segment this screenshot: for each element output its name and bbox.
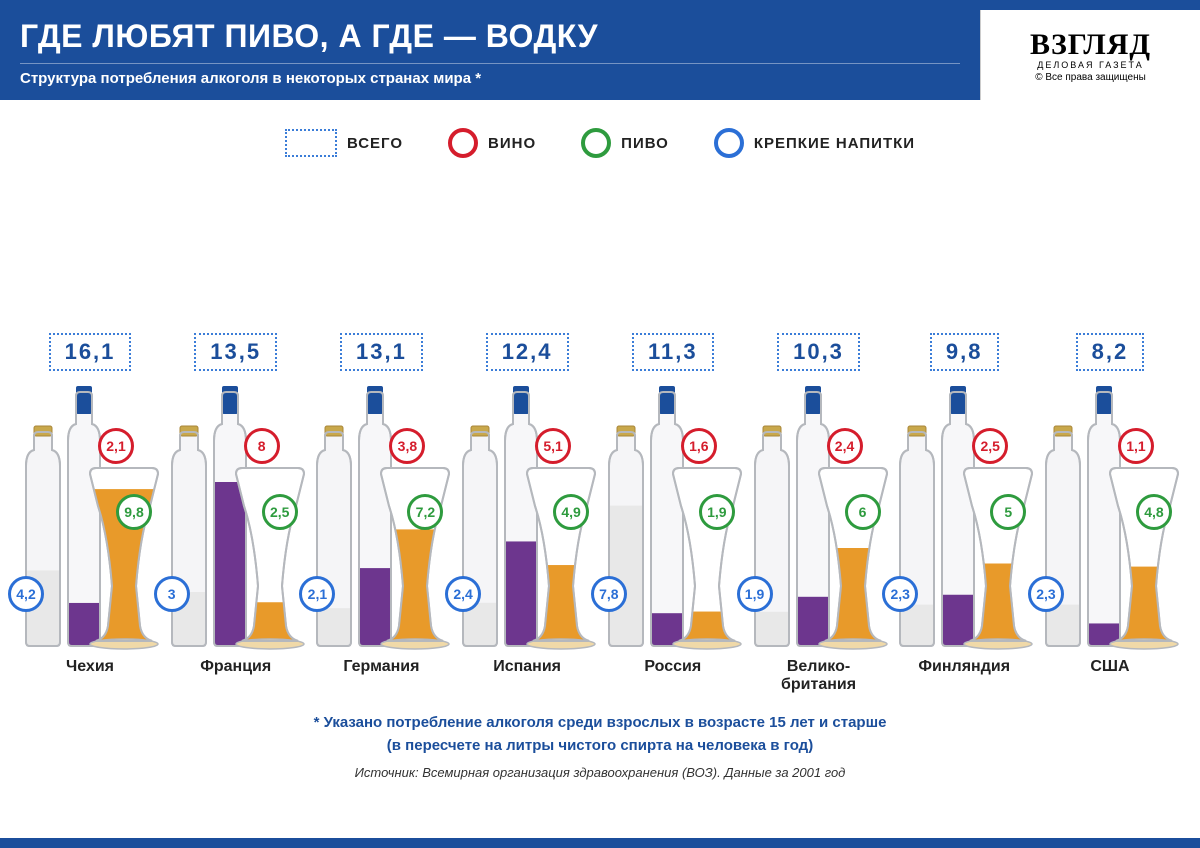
total-value: 9,8: [930, 333, 999, 371]
bottle-group: 1,61,97,8: [603, 386, 743, 646]
bottle-group: 5,14,92,4: [457, 386, 597, 646]
legend-wine: ВИНО: [448, 128, 536, 158]
beer-value: 5: [990, 494, 1026, 530]
legend: ВСЕГО ВИНО ПИВО КРЕПКИЕ НАПИТКИ: [0, 100, 1200, 178]
country-name: Финляндия: [918, 658, 1010, 698]
page-title: ГДЕ ЛЮБЯТ ПИВО, А ГДЕ — ВОДКУ: [20, 18, 960, 55]
beer-value: 2,5: [262, 494, 298, 530]
country-column: 12,4 5,14,92,4Испания: [457, 333, 597, 698]
brand-box: ВЗГЛЯД ДЕЛОВАЯ ГАЗЕТА © Все права защище…: [980, 10, 1200, 100]
country-column: 11,3 1,61,97,8Россия: [603, 333, 743, 698]
total-value: 13,5: [194, 333, 277, 371]
legend-wine-label: ВИНО: [488, 135, 536, 152]
country-column: 10,3 2,461,9Велико-британия: [749, 333, 889, 698]
spirits-value: 7,8: [591, 576, 627, 612]
brand-logo: ВЗГЛЯД: [1030, 28, 1151, 62]
country-column: 9,8 2,552,3Финляндия: [894, 333, 1034, 698]
beer-value: 4,8: [1136, 494, 1172, 530]
legend-wine-icon: [448, 128, 478, 158]
total-value: 11,3: [632, 333, 714, 371]
bottle-group: 2,552,3: [894, 386, 1034, 646]
infographic-frame: ГДЕ ЛЮБЯТ ПИВО, А ГДЕ — ВОДКУ Структура …: [0, 0, 1200, 848]
beer-value: 1,9: [699, 494, 735, 530]
bottle-group: 1,14,82,3: [1040, 386, 1180, 646]
total-value: 13,1: [340, 333, 423, 371]
bottle-group: 82,53: [166, 386, 306, 646]
bottle-group: 2,461,9: [749, 386, 889, 646]
spirits-value: 2,3: [1028, 576, 1064, 612]
total-value: 12,4: [486, 333, 569, 371]
footnote-line-2: (в пересчете на литры чистого спирта на …: [20, 735, 1180, 758]
total-value: 8,2: [1076, 333, 1145, 371]
country-name: Чехия: [66, 658, 114, 698]
brand-copyright: © Все права защищены: [1035, 72, 1146, 83]
wine-value: 2,1: [98, 428, 134, 464]
total-value: 16,1: [49, 333, 132, 371]
legend-beer-label: ПИВО: [621, 135, 669, 152]
total-value: 10,3: [777, 333, 860, 371]
bottle-group: 2,19,84,2: [20, 386, 160, 646]
country-name: США: [1090, 658, 1129, 698]
wine-value: 2,4: [827, 428, 863, 464]
header: ГДЕ ЛЮБЯТ ПИВО, А ГДЕ — ВОДКУ Структура …: [0, 10, 1200, 100]
footer: * Указано потребление алкоголя среди взр…: [0, 698, 1200, 780]
country-column: 16,1 2,19,84,2Чехия: [20, 333, 160, 698]
footnote-line-1: * Указано потребление алкоголя среди взр…: [20, 712, 1180, 735]
wine-value: 1,1: [1118, 428, 1154, 464]
legend-spirits: КРЕПКИЕ НАПИТКИ: [714, 128, 915, 158]
spirits-value: 2,3: [882, 576, 918, 612]
country-name: Велико-британия: [781, 658, 856, 698]
spirits-value: 2,4: [445, 576, 481, 612]
legend-total: ВСЕГО: [285, 129, 403, 157]
legend-beer-icon: [581, 128, 611, 158]
country-name: Франция: [200, 658, 271, 698]
page-subtitle: Структура потребления алкоголя в некотор…: [20, 63, 960, 87]
spirits-value: 3: [154, 576, 190, 612]
header-left: ГДЕ ЛЮБЯТ ПИВО, А ГДЕ — ВОДКУ Структура …: [0, 10, 980, 100]
wine-value: 2,5: [972, 428, 1008, 464]
spirits-value: 4,2: [8, 576, 44, 612]
beer-value: 6: [845, 494, 881, 530]
legend-beer: ПИВО: [581, 128, 669, 158]
country-column: 13,5 82,53 Франция: [166, 333, 306, 698]
bottle-group: 3,87,22,1: [311, 386, 451, 646]
country-column: 8,2 1,14,82,3США: [1040, 333, 1180, 698]
beer-value: 4,9: [553, 494, 589, 530]
brand-tagline: ДЕЛОВАЯ ГАЗЕТА: [1037, 60, 1144, 70]
spirits-value: 1,9: [737, 576, 773, 612]
wine-value: 8: [244, 428, 280, 464]
wine-value: 5,1: [535, 428, 571, 464]
legend-spirits-icon: [714, 128, 744, 158]
beer-value: 9,8: [116, 494, 152, 530]
source-line: Источник: Всемирная организация здравоох…: [20, 765, 1180, 780]
legend-spirits-label: КРЕПКИЕ НАПИТКИ: [754, 135, 915, 152]
wine-value: 1,6: [681, 428, 717, 464]
country-column: 13,1 3,87,22,1 Германия: [311, 333, 451, 698]
legend-total-label: ВСЕГО: [347, 135, 403, 152]
chart-area: 16,1 2,1 9,8 4,2 Чехия 13,5: [0, 178, 1200, 698]
country-name: Германия: [343, 658, 419, 698]
country-name: Россия: [644, 658, 701, 698]
legend-total-icon: [285, 129, 337, 157]
country-name: Испания: [493, 658, 561, 698]
